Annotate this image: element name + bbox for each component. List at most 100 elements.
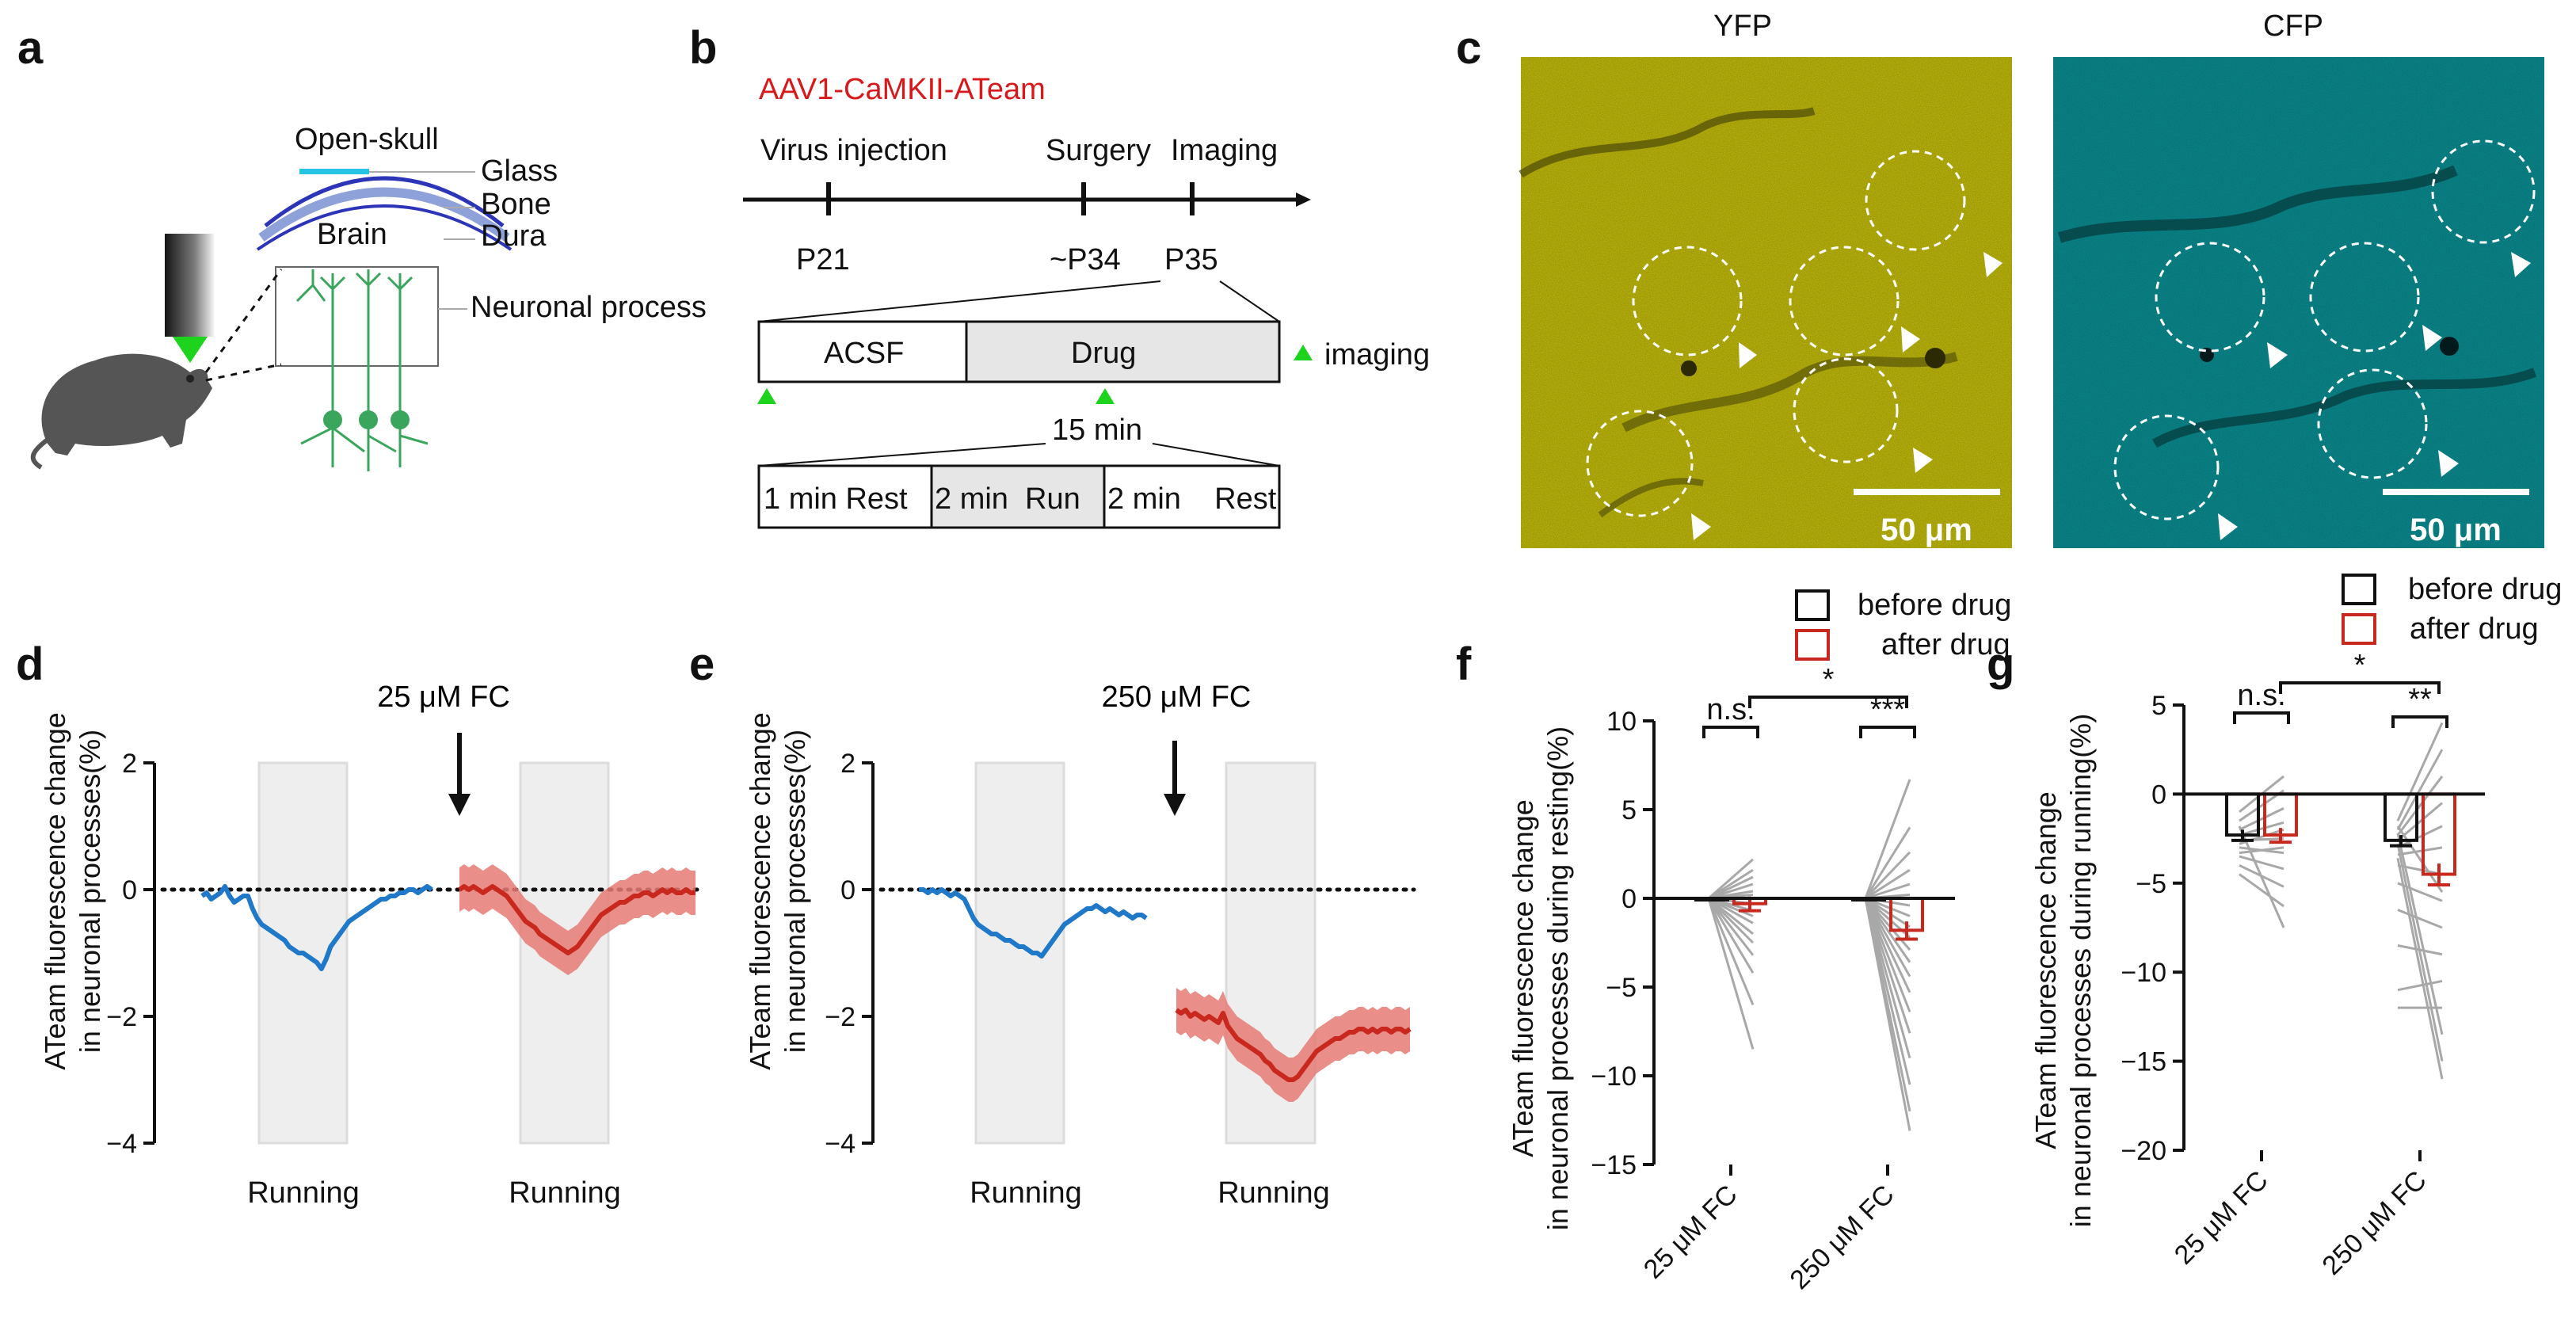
y-tick-label: −15 (2121, 1047, 2166, 1077)
paired-line (1708, 858, 1754, 900)
y-tick-label: 5 (2151, 691, 2166, 721)
glass-window (299, 169, 369, 174)
panel-g: g ATeam fluorescence change in neuronal … (1987, 573, 2562, 1281)
duration-label: 15 min (1052, 414, 1142, 447)
significance-bracket-ns (2233, 711, 2290, 724)
panel-d-running-label-2: Running (509, 1176, 621, 1210)
yfp-title: YFP (1713, 10, 1772, 43)
error-band (1176, 988, 1410, 1102)
paired-line (1865, 897, 1911, 928)
x-tick-label: 25 μM FC (2169, 1165, 2274, 1271)
panel-c: c YFP CFP 50 μm (1456, 10, 2544, 548)
dura-label: Dura (481, 219, 547, 253)
panel-e-ylabel-2: in neuronal processes(%) (779, 730, 811, 1053)
x-tick-label: 250 μM FC (2316, 1165, 2432, 1281)
yfp-image: 50 μm (1519, 57, 2012, 548)
significance-bracket-between (1748, 696, 1908, 708)
paired-line (2396, 825, 2444, 893)
panel-e-running-label-1: Running (970, 1176, 1082, 1210)
timeline-event-surgery: Surgery (1046, 134, 1151, 167)
paired-line (2239, 821, 2284, 837)
panel-e-title: 250 μM FC (1102, 680, 1252, 714)
neuron-icon (295, 269, 429, 471)
excitation-beam-icon (173, 337, 208, 363)
timeline-event-virus: Virus injection (760, 134, 947, 167)
y-tick-label: 5 (1621, 795, 1637, 825)
running-window-1 (974, 761, 1065, 1145)
y-tick-label: −4 (825, 1129, 855, 1159)
y-tick-label: −5 (1606, 973, 1637, 1003)
significance-bracket-ns (1702, 726, 1759, 738)
paired-line (2396, 833, 2444, 1035)
panel-g-ylabel-1: ATeam fluorescence change (2029, 791, 2062, 1149)
paired-line (2396, 776, 2444, 837)
panel-label-a: a (17, 22, 44, 74)
cfp-title: CFP (2263, 10, 2323, 43)
protocol-run: 2 min Run (935, 482, 1080, 516)
y-tick-label: 0 (2151, 780, 2166, 810)
paired-line (2396, 844, 2444, 1062)
paired-line (2239, 807, 2284, 831)
y-tick-label: 0 (840, 875, 855, 905)
y-tick-label: −10 (2121, 958, 2166, 988)
y-tick-label: 2 (840, 749, 855, 779)
brain-label: Brain (317, 218, 387, 251)
series-line-before (200, 884, 433, 971)
paired-line (1864, 898, 1911, 1131)
neuronal-process-label: Neuronal process (471, 291, 707, 324)
panel-g-legend-before: before drug (2408, 573, 2562, 606)
panel-e-ylabel-1: ATeam fluorescence change (744, 712, 776, 1070)
series-line-after (1175, 1008, 1412, 1082)
cfp-scale-label: 50 μm (2410, 513, 2502, 547)
y-tick-label: −10 (1591, 1062, 1637, 1092)
panel-f: f ATeam fluorescence change in neuronal … (1456, 589, 2011, 1295)
paired-line (2239, 855, 2284, 871)
drug-onset-arrow-head (448, 794, 471, 816)
panel-f-legend-before: before drug (1858, 589, 2011, 622)
panel-b: b AAV1-CaMKII-ATeam Virus injection Surg… (689, 22, 1430, 529)
paired-line (2238, 825, 2285, 928)
yfp-scale-label: 50 μm (1881, 513, 1972, 547)
y-tick-label: 0 (1621, 884, 1637, 914)
significance-bracket-between-label: * (2354, 649, 2366, 682)
significance-bracket-between-label: * (1823, 663, 1835, 696)
panel-f-ylabel-2: in neuronal processes during resting(%) (1541, 726, 1574, 1230)
chart-d-plot: 2 0 −2 −4 (106, 733, 699, 1159)
paired-line (2239, 846, 2284, 855)
paired-line (2396, 722, 2444, 821)
x-tick-label: 25 μM FC (1638, 1180, 1743, 1285)
significance-bracket-within (2391, 715, 2448, 728)
protocol-rest1: 1 min Rest (764, 482, 908, 516)
timeline-day-p21: P21 (796, 243, 850, 276)
y-tick-label: −15 (1591, 1150, 1637, 1180)
panel-label-g: g (1987, 639, 2014, 690)
paired-line (2239, 873, 2284, 908)
y-tick-label: −2 (106, 1002, 137, 1032)
y-tick-label: −5 (2136, 869, 2166, 899)
significance-bracket-within-label: *** (1870, 693, 1906, 726)
x-tick-label: 250 μM FC (1784, 1180, 1900, 1295)
imaging-marker-icon (1294, 345, 1313, 360)
panel-g-ylabel-2: in neuronal processes during running(%) (2064, 714, 2097, 1227)
paired-line (2397, 825, 2443, 849)
y-tick-label: 0 (122, 875, 137, 905)
y-tick-label: 2 (122, 749, 137, 779)
paired-line (1707, 897, 1755, 944)
paired-line (1864, 779, 1911, 899)
timeline-event-imaging: Imaging (1171, 134, 1278, 167)
objective-lens (165, 234, 214, 337)
imaging-legend-label: imaging (1324, 338, 1430, 372)
series-line-after (458, 884, 695, 955)
drug-label: Drug (1071, 337, 1136, 370)
significance-bracket-within (1859, 726, 1916, 738)
chart-e-plot: 2 0 −2 −4 (825, 741, 1416, 1159)
panel-g-legend-after: after drug (2410, 612, 2539, 646)
paired-line (1864, 851, 1911, 900)
panel-d: d 25 μM FC ATeam fluorescence change in … (16, 639, 699, 1210)
bone-label: Bone (481, 188, 551, 221)
open-skull-label: Open-skull (295, 123, 439, 156)
imaging-marker-icon (1096, 388, 1115, 404)
timeline-day-p34: ~P34 (1050, 243, 1121, 276)
